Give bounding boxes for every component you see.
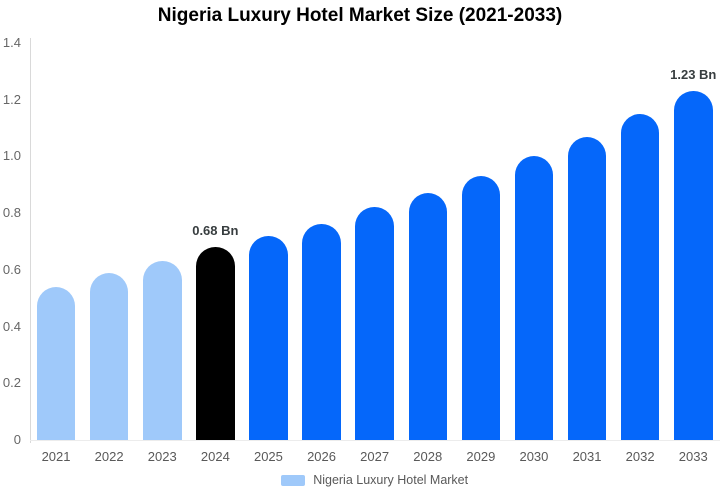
x-label-2032: 2032: [625, 449, 655, 464]
y-tick-0.2: 0.2: [2, 375, 21, 391]
legend-label: Nigeria Luxury Hotel Market: [313, 473, 469, 487]
y-tick-0.6: 0.6: [2, 261, 21, 277]
legend-swatch: [281, 474, 306, 486]
x-label-2028: 2028: [413, 449, 443, 464]
y-tick-1.0: 1.0: [2, 148, 21, 164]
x-label-2033: 2033: [678, 449, 708, 464]
x-label-2029: 2029: [466, 449, 496, 464]
bar-2024[interactable]: [196, 247, 235, 440]
x-label-2022: 2022: [94, 449, 124, 464]
y-tick-0.8: 0.8: [2, 205, 21, 221]
y-tick-1.2: 1.2: [2, 91, 21, 107]
bar-2022[interactable]: [89, 272, 129, 440]
bar-2028[interactable]: [408, 193, 447, 440]
y-tick-1.4: 1.4: [2, 35, 21, 50]
bar-2033[interactable]: [674, 91, 713, 440]
bar-2023[interactable]: [143, 261, 182, 440]
data-label-2033: 1.23 Bn: [670, 67, 717, 83]
x-label-2021: 2021: [41, 449, 71, 464]
bar-2025[interactable]: [249, 235, 288, 440]
bar-2030[interactable]: [514, 156, 554, 440]
data-label-2024: 0.68 Bn: [192, 223, 239, 239]
x-label-2024: 2024: [200, 449, 230, 464]
bar-2031[interactable]: [567, 136, 607, 440]
y-tick-0: 0: [13, 432, 21, 447]
x-label-2030: 2030: [519, 449, 549, 464]
x-label-2031: 2031: [572, 449, 602, 464]
y-axis-line: [29, 38, 31, 443]
bar-2032[interactable]: [620, 113, 660, 440]
y-tick-0.4: 0.4: [2, 318, 21, 334]
bar-2021[interactable]: [36, 286, 76, 440]
bar-2026[interactable]: [302, 224, 341, 440]
x-label-2023: 2023: [147, 449, 177, 464]
x-label-2027: 2027: [360, 449, 390, 464]
x-label-2026: 2026: [307, 449, 336, 464]
chart-title: Nigeria Luxury Hotel Market Size (2021-2…: [157, 5, 563, 26]
x-axis-baseline: [29, 440, 720, 441]
legend[interactable]: Nigeria Luxury Hotel Market: [30, 472, 720, 488]
bar-2029[interactable]: [461, 176, 501, 440]
bar-2027[interactable]: [355, 207, 394, 440]
x-label-2025: 2025: [253, 449, 283, 464]
